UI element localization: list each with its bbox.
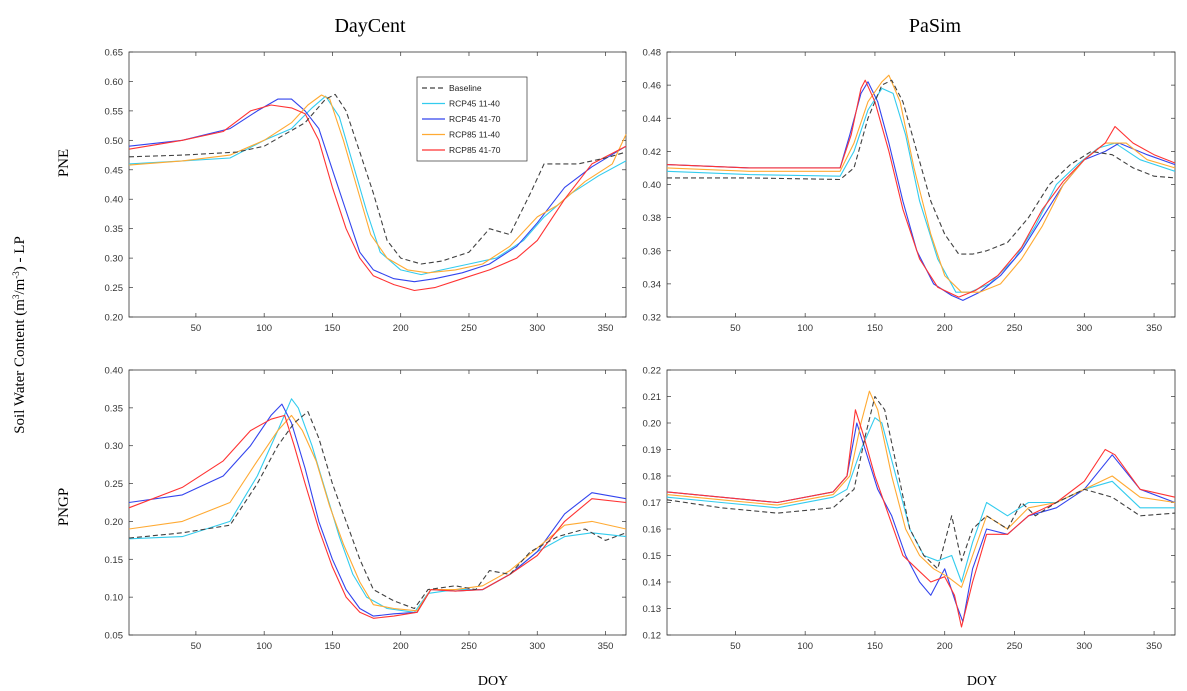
pasim-pne-ytick-label: 0.48 (643, 48, 662, 59)
pasim-pne-ytick-label: 0.46 (643, 81, 662, 92)
pasim-pne-ytick-label: 0.44 (643, 114, 662, 125)
pasim-pngp-xtick-label: 350 (1146, 641, 1162, 652)
row-title-pngp: PNGP (56, 488, 72, 526)
daycent-pne-ytick-label: 0.65 (105, 48, 124, 59)
pasim-pne-plot-frame (667, 52, 1175, 317)
pasim-pngp-xtick-label: 250 (1007, 641, 1023, 652)
pasim-pngp-ytick-label: 0.20 (643, 419, 662, 430)
daycent-pngp-xtick-label: 200 (393, 641, 409, 652)
legend-label-rcp85-41-70: RCP85 41-70 (449, 145, 501, 155)
pasim-pne-xtick-label: 150 (867, 323, 883, 334)
y-axis-label-suffix: ) - LP (12, 236, 28, 271)
daycent-pngp-xtick-label: 300 (529, 641, 545, 652)
daycent-pne-ytick-label: 0.50 (105, 136, 124, 147)
pasim-pngp-ytick-label: 0.21 (643, 392, 662, 403)
daycent-pngp-ytick-label: 0.20 (105, 517, 124, 528)
daycent-pngp-xtick-label: 350 (598, 641, 614, 652)
daycent-pne-ytick-label: 0.20 (105, 313, 124, 324)
pasim-pngp-xtick-label: 300 (1076, 641, 1092, 652)
panel-daycent-pngp: 0.05 0.10 0.15 0.20 0.25 0.30 0.35 0.40 50 100 150… (105, 366, 627, 653)
pasim-pne-xtick-label: 100 (797, 323, 813, 334)
daycent-pne-ytick-label: 0.60 (105, 77, 124, 88)
daycent-pne-xtick-label: 150 (325, 323, 341, 334)
pasim-pngp-ytick-label: 0.13 (643, 604, 662, 615)
daycent-pne-xtick-label: 100 (256, 323, 272, 334)
panel-daycent-pne: 0.20 0.25 0.30 0.35 0.40 0.45 0.50 0.55 0.60 0.65… (105, 48, 627, 335)
daycent-pne-ytick-label: 0.25 (105, 283, 124, 294)
x-axis-label-right: DOY (967, 674, 997, 689)
daycent-pne-ytick-label: 0.45 (105, 165, 124, 176)
daycent-pngp-ytick-label: 0.10 (105, 593, 124, 604)
y-axis-label-prefix: Soil Water Content (m (12, 299, 28, 434)
panel-pasim-pne: 0.32 0.34 0.36 0.38 0.40 0.42 0.44 0.46 0.48 50 10… (643, 48, 1176, 335)
pasim-pngp-xtick-label: 100 (797, 641, 813, 652)
daycent-pne-xtick-label: 350 (598, 323, 614, 334)
daycent-pngp-xtick-label: 50 (191, 641, 202, 652)
pasim-pne-ytick-label: 0.42 (643, 147, 662, 158)
col-title-daycent: DayCent (334, 15, 406, 37)
pasim-pngp-plot-frame (667, 370, 1175, 635)
daycent-pne-ytick-label: 0.55 (105, 106, 124, 117)
pasim-pngp-ytick-label: 0.14 (643, 578, 662, 589)
pasim-pne-xtick-label: 50 (730, 323, 741, 334)
y-axis-label-mid: /m (12, 278, 28, 294)
daycent-pngp-xtick-label: 100 (256, 641, 272, 652)
daycent-pne-xtick-label: 50 (191, 323, 202, 334)
daycent-pngp-xtick-label: 250 (461, 641, 477, 652)
pasim-pngp-xtick-label: 150 (867, 641, 883, 652)
pasim-pne-ytick-label: 0.40 (643, 180, 662, 191)
daycent-pngp-ytick-label: 0.05 (105, 631, 124, 642)
daycent-pne-ytick-label: 0.30 (105, 254, 124, 265)
pasim-pne-xtick-label: 300 (1076, 323, 1092, 334)
pasim-pne-xtick-label: 200 (937, 323, 953, 334)
daycent-pne-xtick-label: 250 (461, 323, 477, 334)
pasim-pngp-xtick-label: 50 (730, 641, 741, 652)
pasim-pngp-ytick-label: 0.12 (643, 631, 662, 642)
x-axis-label-left: DOY (478, 674, 508, 689)
daycent-pne-ytick-label: 0.35 (105, 224, 124, 235)
legend-label-rcp85-11-40: RCP85 11-40 (449, 130, 500, 140)
pasim-pne-ytick-label: 0.32 (643, 313, 662, 324)
legend-label-rcp45-41-70: RCP45 41-70 (449, 114, 501, 124)
y-axis-label: Soil Water Content (m3/m-3) - LP (11, 236, 28, 434)
col-title-pasim: PaSim (909, 15, 962, 37)
pasim-pngp-ytick-label: 0.18 (643, 472, 662, 483)
pasim-pne-xtick-label: 350 (1146, 323, 1162, 334)
daycent-pngp-plot-frame (129, 370, 626, 635)
daycent-pne-xtick-label: 200 (393, 323, 409, 334)
daycent-pngp-ytick-label: 0.40 (105, 366, 124, 377)
daycent-pngp-ytick-label: 0.25 (105, 479, 124, 490)
daycent-pngp-ytick-label: 0.35 (105, 403, 124, 414)
pasim-pngp-xtick-label: 200 (937, 641, 953, 652)
legend-label-baseline: Baseline (449, 83, 482, 93)
legend-label-rcp45-11-40: RCP45 11-40 (449, 99, 500, 109)
pasim-pngp-ytick-label: 0.17 (643, 498, 662, 509)
pasim-pne-xtick-label: 250 (1007, 323, 1023, 334)
pasim-pngp-ytick-label: 0.16 (643, 525, 662, 536)
pasim-pne-ytick-label: 0.34 (643, 279, 662, 290)
pasim-pngp-ytick-label: 0.15 (643, 551, 662, 562)
pasim-pne-ytick-label: 0.38 (643, 213, 662, 224)
daycent-pngp-xtick-label: 150 (325, 641, 341, 652)
pasim-pne-ytick-label: 0.36 (643, 246, 662, 257)
pasim-pngp-ytick-label: 0.22 (643, 366, 662, 377)
daycent-pne-xtick-label: 300 (529, 323, 545, 334)
row-title-pne: PNE (56, 149, 72, 177)
daycent-pne-ytick-label: 0.40 (105, 195, 124, 206)
daycent-pngp-ytick-label: 0.15 (105, 555, 124, 566)
panel-pasim-pngp: 0.12 0.13 0.14 0.15 0.16 0.17 0.18 0.19 0.20 0.21… (643, 366, 1176, 653)
pasim-pngp-ytick-label: 0.19 (643, 445, 662, 456)
daycent-pngp-ytick-label: 0.30 (105, 441, 124, 452)
